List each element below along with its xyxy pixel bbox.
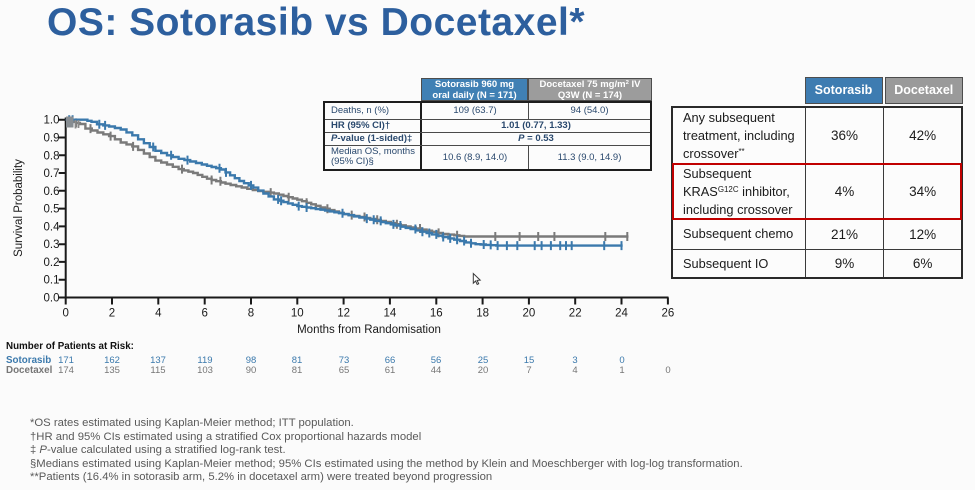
svg-text:0: 0 [62,308,68,320]
svg-text:0.1: 0.1 [44,275,60,287]
svg-text:0.7: 0.7 [44,168,60,180]
svg-text:0.0: 0.0 [44,293,60,305]
svg-text:18: 18 [476,308,489,320]
svg-text:4: 4 [155,308,162,320]
svg-text:2: 2 [109,308,115,320]
svg-text:0.6: 0.6 [44,186,60,198]
svg-text:0.2: 0.2 [44,257,60,269]
svg-text:0.8: 0.8 [44,150,60,162]
svg-text:8: 8 [248,308,254,320]
svg-text:0.9: 0.9 [44,133,60,145]
svg-text:0.5: 0.5 [44,204,60,216]
svg-text:Survival Probability: Survival Probability [13,159,25,257]
svg-text:26: 26 [662,308,675,320]
svg-text:22: 22 [569,308,582,320]
svg-text:24: 24 [615,308,628,320]
svg-text:0.4: 0.4 [44,221,61,233]
svg-text:20: 20 [523,308,536,320]
svg-text:16: 16 [430,308,443,320]
svg-text:0.3: 0.3 [44,239,60,251]
svg-text:Months from Randomisation: Months from Randomisation [297,324,441,336]
svg-text:12: 12 [337,308,350,320]
svg-text:14: 14 [384,308,397,320]
svg-text:1.0: 1.0 [44,115,60,127]
svg-text:6: 6 [201,308,207,320]
svg-text:10: 10 [291,308,304,320]
